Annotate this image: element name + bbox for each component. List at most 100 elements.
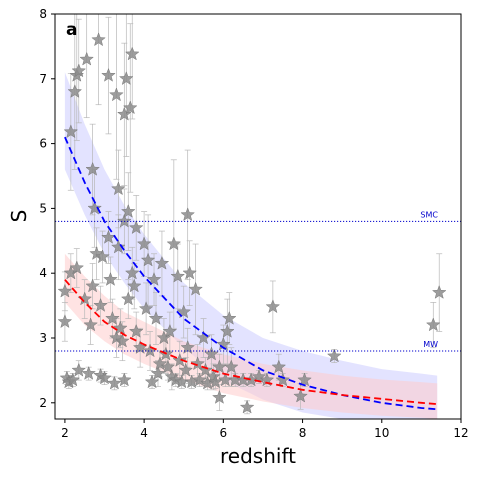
y-tick-label: 7 — [39, 72, 47, 86]
data-point — [111, 181, 126, 196]
data-point — [101, 229, 116, 244]
data-point — [117, 372, 132, 387]
data-point — [176, 304, 192, 319]
data-point — [57, 283, 73, 298]
data-point — [136, 236, 152, 251]
data-point — [138, 301, 154, 316]
x-axis-ticks: 2 4 6 8 10 12 — [61, 419, 469, 440]
data-point — [146, 271, 162, 286]
data-point — [271, 359, 287, 374]
data-point — [81, 365, 96, 380]
data-point — [109, 87, 124, 102]
data-point — [431, 284, 447, 299]
data-point — [85, 161, 100, 176]
data-point — [154, 255, 170, 270]
y-tick-label: 6 — [39, 137, 47, 151]
data-point — [150, 365, 166, 380]
data-point — [180, 207, 196, 222]
x-axis-title: redshift — [220, 444, 296, 468]
y-tick-label: 2 — [39, 396, 47, 410]
data-point — [212, 389, 227, 404]
data-point — [67, 84, 83, 98]
plot-frame — [54, 13, 462, 420]
data-point — [425, 317, 441, 332]
data-point — [115, 333, 130, 348]
data-point — [93, 297, 108, 312]
data-point — [223, 359, 239, 374]
data-point — [124, 46, 140, 61]
data-point — [196, 330, 211, 345]
data-point — [85, 278, 100, 293]
reference-lines: SMC MW — [55, 210, 461, 352]
data-point — [221, 310, 237, 325]
data-point — [87, 200, 102, 215]
data-point — [117, 213, 132, 228]
reference-label-smc: SMC — [420, 210, 438, 219]
data-point — [83, 317, 98, 332]
panel-label: a — [66, 20, 77, 40]
data-point — [103, 271, 118, 286]
y-tick-label: 8 — [39, 7, 47, 21]
data-point — [122, 100, 138, 115]
data-point — [170, 268, 186, 283]
data-point — [91, 32, 106, 47]
y-tick-label: 5 — [39, 201, 47, 215]
x-tick-label: 2 — [61, 426, 69, 440]
data-point — [107, 375, 122, 390]
data-point — [293, 388, 308, 403]
data-point — [172, 352, 188, 367]
data-point — [178, 362, 194, 377]
fit-confidence-bands — [64, 72, 438, 419]
data-point — [198, 362, 213, 377]
data-point — [71, 63, 87, 78]
data-point — [65, 372, 81, 387]
data-point — [71, 362, 87, 377]
x-tick-label: 6 — [220, 426, 228, 440]
data-point — [128, 323, 144, 338]
data-point — [326, 348, 342, 363]
data-point — [89, 246, 104, 260]
data-point — [208, 374, 223, 389]
y-axis-title: S — [7, 210, 31, 223]
data-point — [118, 71, 134, 86]
data-point — [63, 124, 79, 139]
data-point — [239, 399, 255, 414]
data-point — [140, 252, 156, 267]
data-point — [156, 330, 172, 345]
data-point — [251, 369, 267, 384]
data-point — [148, 310, 164, 325]
data-point — [57, 314, 73, 329]
data-point — [190, 356, 205, 371]
data-point — [265, 299, 281, 314]
data-point — [144, 374, 160, 389]
data-point — [275, 372, 291, 387]
data-point — [162, 323, 178, 338]
x-tick-label: 8 — [299, 426, 307, 440]
fit-band-2 — [64, 253, 438, 419]
data-point — [79, 51, 94, 66]
data-point — [297, 372, 312, 387]
data-point — [105, 310, 120, 325]
data-point — [166, 236, 182, 251]
x-tick-label: 4 — [140, 426, 148, 440]
x-tick-label: 10 — [374, 426, 389, 440]
data-point — [126, 278, 142, 293]
data-point — [97, 370, 112, 385]
data-point — [128, 220, 144, 235]
data-point — [117, 106, 132, 121]
x-tick-label: 12 — [453, 426, 468, 440]
y-axis-ticks: 2 3 4 5 6 7 8 — [39, 7, 55, 410]
data-point — [204, 346, 219, 361]
data-point — [113, 320, 128, 335]
data-point — [120, 203, 136, 218]
fit-line-2 — [64, 279, 438, 405]
data-point — [124, 265, 140, 280]
reference-label-mw: MW — [423, 340, 438, 349]
data-point — [109, 330, 124, 345]
data-point — [111, 239, 126, 254]
data-point — [101, 67, 116, 82]
data-point — [219, 323, 235, 338]
data-point — [182, 265, 197, 280]
data-point — [120, 291, 136, 306]
